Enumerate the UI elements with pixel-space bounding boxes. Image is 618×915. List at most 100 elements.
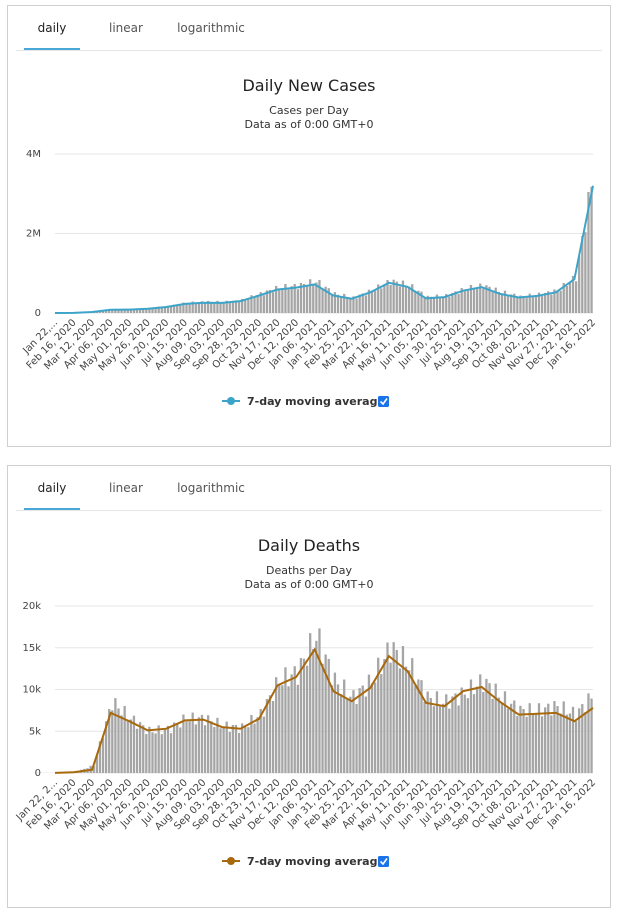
y-tick-label: 10k (22, 685, 41, 696)
daily-bar (142, 308, 145, 313)
daily-bar (231, 300, 235, 313)
daily-bar (565, 285, 568, 313)
daily-bar (494, 287, 497, 313)
daily-bar (581, 236, 584, 313)
daily-bar (398, 668, 401, 773)
daily-bar (423, 297, 426, 313)
daily-bar (361, 293, 364, 313)
daily-bar (290, 674, 293, 773)
chart-title: Daily New Cases (242, 76, 375, 95)
tab-daily[interactable]: daily (24, 6, 80, 50)
daily-bar (194, 303, 197, 313)
daily-bar (148, 307, 151, 313)
legend-checkbox[interactable] (378, 856, 389, 867)
daily-bar (154, 307, 157, 313)
daily-bar (250, 715, 253, 773)
daily-bar (98, 741, 102, 773)
y-tick-label: 0 (35, 308, 41, 319)
daily-bar (268, 695, 272, 773)
daily-bar (519, 295, 522, 313)
daily-bar (95, 755, 98, 773)
daily-bar (547, 291, 550, 313)
daily-bar (404, 666, 408, 773)
tab-linear[interactable]: linear (109, 481, 143, 495)
daily-bar (293, 284, 296, 313)
daily-bar (358, 688, 361, 773)
daily-bar (352, 690, 355, 773)
daily-bar (200, 714, 204, 773)
daily-bar (104, 309, 108, 313)
daily-bar (299, 282, 303, 313)
daily-bar (290, 286, 293, 313)
daily-bar (256, 295, 259, 313)
daily-bar (373, 682, 377, 773)
daily-bar (389, 662, 392, 773)
daily-bar (476, 287, 479, 313)
daily-bar (271, 701, 275, 773)
daily-bar (373, 290, 377, 313)
daily-bar (534, 713, 538, 773)
daily-bar (237, 302, 241, 313)
daily-bar (380, 288, 383, 313)
daily-bar (312, 649, 315, 773)
daily-bar (482, 288, 485, 313)
daily-bar (117, 309, 120, 313)
daily-bar (343, 679, 346, 773)
y-tick-label: 4M (26, 149, 41, 160)
daily-bar (500, 293, 504, 313)
daily-bar (476, 686, 479, 773)
daily-bar (132, 715, 136, 773)
tab-logarithmic[interactable]: logarithmic (177, 21, 245, 35)
daily-bar (565, 714, 568, 773)
chart-title: Daily Deaths (258, 536, 360, 555)
tab-daily[interactable]: daily (24, 466, 80, 510)
daily-bar (225, 721, 228, 773)
daily-bar (349, 297, 352, 313)
daily-bar (568, 713, 572, 773)
daily-bar (123, 308, 126, 313)
daily-bar (466, 698, 470, 773)
tab-logarithmic[interactable]: logarithmic (177, 481, 245, 495)
tab-linear[interactable]: linear (109, 21, 143, 35)
y-tick-label: 2M (26, 228, 41, 239)
daily-bar (491, 291, 494, 313)
daily-bar (361, 685, 364, 773)
daily-bar (346, 297, 349, 313)
daily-bar (268, 289, 272, 313)
daily-bar (179, 305, 182, 313)
daily-bar (197, 301, 201, 313)
daily-bar (411, 284, 414, 313)
daily-bar (225, 300, 228, 313)
y-tick-label: 15k (22, 643, 41, 654)
daily-bar (386, 280, 389, 313)
daily-bar (401, 280, 405, 313)
daily-bar (200, 301, 204, 313)
chart-data-note: Data as of 0:00 GMT+0 (245, 118, 374, 131)
legend-label: 7-day moving average (247, 395, 385, 408)
daily-bar (135, 309, 139, 313)
daily-bar (185, 303, 188, 313)
daily-bar (135, 728, 139, 773)
daily-bar (309, 633, 312, 773)
daily-bar (525, 716, 528, 773)
daily-bar (312, 283, 315, 313)
legend-marker-icon (227, 397, 235, 405)
daily-bar (460, 687, 463, 773)
daily-bar (101, 310, 105, 313)
daily-bar (472, 694, 476, 773)
daily-bar (108, 309, 111, 313)
daily-bar (544, 707, 547, 773)
daily-bar (506, 708, 510, 773)
daily-bar (207, 300, 210, 313)
daily-bar (216, 300, 219, 313)
daily-bar (120, 309, 123, 313)
daily-bar (503, 691, 507, 773)
daily-bar (472, 289, 476, 313)
daily-bar (578, 708, 581, 773)
cases-panel: daily linear logarithmic Daily New Cases… (7, 5, 611, 447)
daily-bar (176, 723, 179, 773)
daily-bar (154, 733, 157, 773)
legend-checkbox[interactable] (378, 396, 389, 407)
